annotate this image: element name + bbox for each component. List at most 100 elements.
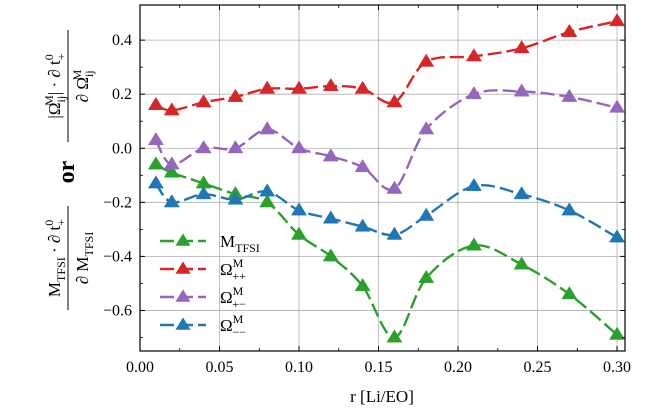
x-tick-label: 0.25 — [524, 359, 552, 376]
legend-label: ΩM −− — [220, 312, 246, 339]
data-point-marker — [147, 132, 164, 146]
y-label-connector: or — [54, 160, 80, 183]
data-point-marker — [147, 175, 164, 189]
plot-frame — [139, 4, 626, 352]
data-point-marker — [561, 202, 578, 216]
data-point-marker — [418, 207, 435, 221]
data-point-marker — [609, 229, 626, 243]
y-tick-label: −0.4 — [103, 248, 132, 265]
y-label-upper-fraction: |ΩijM| · ∂ t0+ ∂ ΩijM — [42, 30, 96, 142]
data-point-marker — [386, 329, 403, 343]
data-point-marker — [465, 237, 482, 251]
data-point-marker — [259, 183, 276, 197]
data-point-marker — [513, 83, 530, 97]
y-tick-labels: −0.6 −0.4 −0.2 0.0 0.2 0.4 — [103, 32, 132, 319]
series-line-2 — [154, 89, 618, 192]
data-point-marker — [163, 156, 180, 170]
data-point-marker — [322, 77, 339, 92]
data-point-marker — [195, 94, 212, 108]
legend-marker-swatch — [175, 233, 191, 246]
data-point-marker — [163, 164, 180, 178]
data-point-marker — [354, 218, 371, 232]
x-tick-label: 0.10 — [285, 359, 313, 376]
x-tick-label: 0.05 — [206, 359, 234, 376]
data-point-marker — [609, 13, 626, 27]
y-tick-label: 0.2 — [112, 86, 132, 103]
legend-entry: ΩM +− — [160, 284, 246, 311]
data-point-marker — [259, 80, 276, 94]
x-tick-label: 0.00 — [126, 359, 154, 376]
y-tick-label: −0.6 — [103, 302, 132, 319]
svg-text:|ΩijM| · ∂ t0+: |ΩijM| · ∂ t0+ — [42, 53, 68, 118]
series-markers — [147, 13, 626, 343]
x-axis-label: r [Li/EO] — [350, 387, 414, 406]
legend-marker-swatch — [175, 317, 191, 330]
data-point-marker — [163, 102, 180, 116]
data-point-marker — [322, 148, 339, 162]
svg-text:∂ MTFSI: ∂ MTFSI — [73, 232, 96, 284]
legend-label: ΩM ++ — [220, 256, 246, 283]
x-tick-labels: 0.00 0.05 0.10 0.15 0.20 0.25 0.30 — [126, 359, 631, 376]
grid-lines — [139, 5, 625, 351]
axis-ticks — [139, 5, 625, 351]
data-point-marker — [227, 191, 244, 205]
data-point-marker — [322, 248, 339, 262]
legend-label: MTFSI — [220, 232, 260, 255]
data-point-marker — [195, 140, 212, 154]
y-tick-label: 0.0 — [112, 140, 132, 157]
data-point-marker — [291, 140, 308, 154]
data-point-marker — [561, 286, 578, 300]
legend-marker-swatch — [175, 261, 191, 274]
y-tick-label: −0.2 — [103, 194, 132, 211]
data-point-marker — [418, 269, 435, 283]
data-point-marker — [195, 186, 212, 200]
data-point-marker — [561, 23, 578, 37]
data-point-marker — [354, 80, 371, 94]
data-point-marker — [227, 140, 244, 154]
data-point-marker — [386, 180, 403, 194]
y-tick-label: 0.4 — [112, 32, 132, 49]
svg-text:MTFSI · ∂ t0+: MTFSI · ∂ t0+ — [42, 219, 68, 297]
data-point-marker — [259, 121, 276, 135]
svg-text:∂ ΩijM: ∂ ΩijM — [70, 69, 96, 102]
legend-entry: ΩM −− — [160, 312, 246, 339]
data-point-marker — [291, 226, 308, 240]
y-axis-label: MTFSI · ∂ t0+ ∂ MTFSI or |ΩijM| · ∂ t0+ … — [42, 30, 96, 310]
data-point-marker — [465, 177, 482, 192]
data-point-marker — [147, 96, 164, 110]
series-line-0 — [155, 163, 618, 339]
data-point-marker — [609, 99, 626, 113]
data-point-marker — [513, 256, 530, 270]
legend-entry: MTFSI — [160, 232, 260, 255]
data-point-marker — [418, 53, 435, 67]
series-line-3 — [154, 182, 618, 239]
data-point-marker — [147, 156, 164, 170]
data-point-marker — [465, 48, 482, 62]
data-point-marker — [561, 88, 578, 102]
x-tick-label: 0.20 — [444, 359, 472, 376]
data-point-marker — [291, 80, 308, 94]
data-point-marker — [386, 226, 403, 240]
data-point-marker — [465, 86, 482, 100]
data-point-marker — [354, 277, 371, 292]
data-point-marker — [163, 194, 180, 208]
data-point-marker — [322, 210, 339, 224]
data-point-marker — [386, 94, 403, 108]
data-point-marker — [227, 88, 244, 102]
data-point-marker — [513, 40, 530, 54]
x-tick-label: 0.30 — [603, 359, 631, 376]
data-point-marker — [418, 121, 435, 135]
series-line-1 — [155, 20, 618, 112]
legend-entry: ΩM ++ — [160, 256, 246, 283]
y-label-lower-fraction: MTFSI · ∂ t0+ ∂ MTFSI — [42, 206, 96, 310]
data-point-marker — [513, 186, 530, 200]
legend-marker-swatch — [175, 289, 191, 302]
x-tick-label: 0.15 — [365, 359, 393, 376]
data-point-marker — [259, 194, 276, 208]
legend-label: ΩM +− — [220, 284, 246, 311]
data-point-marker — [354, 159, 371, 173]
data-point-marker — [609, 326, 626, 340]
data-point-marker — [291, 202, 308, 216]
